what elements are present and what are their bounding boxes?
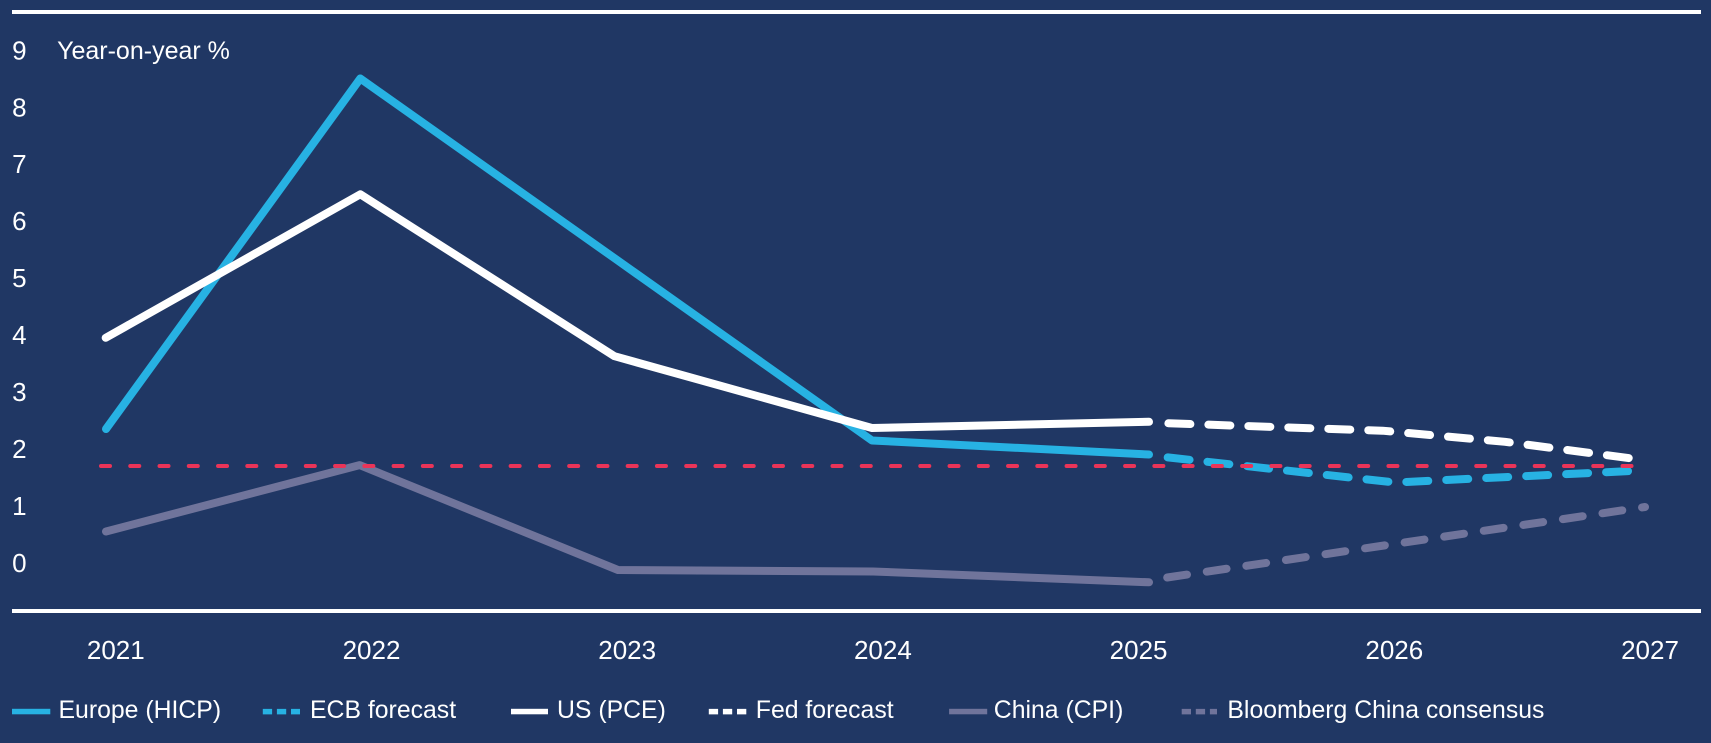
svg-text:2027: 2027: [1621, 635, 1679, 665]
svg-text:0: 0: [12, 548, 26, 578]
svg-text:Europe (HICP): Europe (HICP): [59, 697, 222, 724]
svg-text:China (CPI): China (CPI): [994, 697, 1124, 724]
svg-text:US (PCE): US (PCE): [557, 697, 666, 724]
svg-text:2023: 2023: [598, 635, 656, 665]
svg-text:2024: 2024: [854, 635, 912, 665]
svg-text:5: 5: [12, 263, 26, 293]
svg-text:4: 4: [12, 320, 26, 350]
svg-text:Year-on-year %: Year-on-year %: [57, 37, 230, 65]
svg-text:3: 3: [12, 377, 26, 407]
svg-text:6: 6: [12, 206, 26, 236]
svg-text:Bloomberg China consensus: Bloomberg China consensus: [1227, 697, 1544, 724]
svg-text:2022: 2022: [343, 635, 401, 665]
svg-text:2026: 2026: [1365, 635, 1423, 665]
svg-text:7: 7: [12, 149, 26, 179]
svg-text:1: 1: [12, 491, 26, 521]
svg-text:2021: 2021: [87, 635, 145, 665]
svg-text:Fed forecast: Fed forecast: [756, 697, 894, 724]
svg-text:8: 8: [12, 92, 26, 122]
svg-text:9: 9: [12, 35, 26, 65]
svg-text:2025: 2025: [1110, 635, 1168, 665]
svg-text:ECB forecast: ECB forecast: [310, 697, 456, 724]
svg-text:2: 2: [12, 434, 26, 464]
